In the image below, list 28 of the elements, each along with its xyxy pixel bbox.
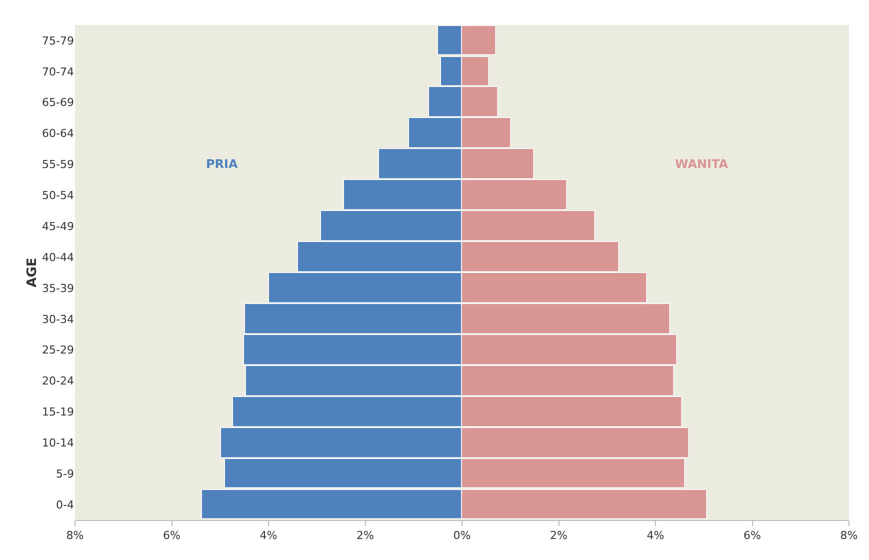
x-tick-label: 8% (840, 529, 858, 542)
y-tick-label: 60-64 (42, 127, 74, 140)
y-tick-label: 25-29 (42, 344, 74, 357)
x-tick-label: 8% (66, 529, 84, 542)
text: WANITA (675, 157, 729, 171)
x-tick-label: 4% (646, 529, 664, 542)
y-tick-label: 40-44 (42, 250, 74, 264)
x-tick-label: 4% (260, 529, 278, 542)
y-tick-label: 0-4 (56, 498, 74, 512)
y-axis-title: AGE (24, 258, 40, 288)
x-tick-label: 2% (356, 529, 374, 542)
x-tick-label: 0% (453, 529, 471, 542)
y-tick-label: 15-19 (42, 406, 74, 419)
x-tick-label: 6% (163, 529, 180, 542)
text: PRIA (206, 157, 238, 171)
y-tick-label: 30-34 (42, 312, 74, 326)
x-tick-label: 2% (550, 529, 568, 542)
y-tick-label: 10-14 (42, 436, 74, 450)
y-tick-label: 35-39 (42, 282, 74, 295)
y-tick-label: 75-79 (42, 34, 74, 48)
y-tick-label: 65-69 (42, 96, 74, 110)
y-tick-label: 55-59 (42, 158, 74, 172)
y-tick-label: 45-49 (42, 220, 74, 233)
y-tick-label: 50-54 (42, 189, 74, 202)
x-tick-label: 6% (744, 529, 761, 542)
y-tick-label: 5-9 (56, 467, 74, 480)
y-tick-label: 70-74 (42, 65, 74, 78)
y-tick-label: 20-24 (42, 374, 74, 388)
